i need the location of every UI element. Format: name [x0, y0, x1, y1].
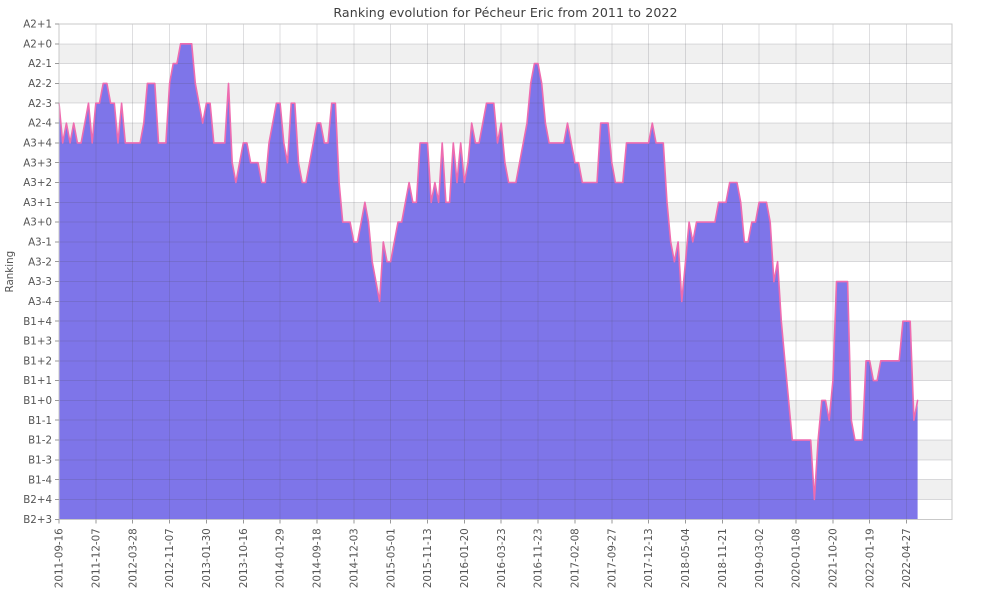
x-tick-label: 2021-10-20 [827, 528, 839, 588]
y-tick-label: B2+3 [23, 514, 52, 526]
x-tick-label: 2013-01-30 [201, 528, 213, 588]
x-tick-label: 2012-03-28 [127, 528, 139, 588]
y-tick-label: A3+0 [23, 217, 52, 229]
y-tick-label: A3+1 [23, 197, 52, 209]
x-tick-label: 2015-05-01 [385, 528, 397, 588]
x-tick-label: 2014-01-29 [275, 528, 287, 588]
x-tick-label: 2014-09-18 [312, 528, 324, 588]
y-tick-label: A3-3 [28, 276, 52, 288]
x-tick-label: 2016-03-23 [496, 528, 508, 588]
y-tick-label: A3+4 [23, 137, 52, 149]
x-tick-label: 2011-12-07 [90, 528, 102, 588]
x-tick-label: 2014-12-03 [348, 528, 360, 588]
x-tick-label: 2019-03-02 [754, 528, 766, 588]
y-tick-label: B1+4 [23, 316, 52, 328]
y-tick-label: B1-1 [28, 415, 52, 427]
x-tick-label: 2016-01-20 [459, 528, 471, 588]
y-tick-label: A3-1 [28, 237, 52, 249]
y-tick-label: A2-4 [28, 118, 52, 130]
series-line [58, 42, 919, 501]
y-axis-title: Ranking [4, 251, 16, 293]
y-tick-label: B1-3 [28, 454, 52, 466]
x-tick-label: 2017-02-08 [570, 528, 582, 588]
x-tick-label: 2013-10-16 [238, 528, 250, 588]
area-series [59, 43, 918, 520]
y-tick-label: B1+3 [23, 336, 52, 348]
y-tick-label: A2-3 [28, 98, 52, 110]
y-tick-label: A2-1 [28, 58, 52, 70]
y-tick-label: B2+4 [23, 494, 52, 506]
y-tick-label: A3-4 [28, 296, 52, 308]
y-tick-label: A3-2 [28, 256, 52, 268]
chart-title: Ranking evolution for Pécheur Eric from … [333, 5, 678, 20]
x-tick-label: 2022-04-27 [901, 528, 913, 588]
y-tick-label: B1+2 [23, 355, 52, 367]
x-tick-label: 2018-11-21 [717, 528, 729, 588]
y-tick-label: A3+3 [23, 157, 52, 169]
x-tick-label: 2018-05-04 [680, 528, 692, 588]
y-tick-label: B1+0 [23, 395, 52, 407]
x-tick-label: 2015-11-13 [422, 528, 434, 588]
plot-border [58, 23, 953, 520]
x-tick-label: 2022-01-19 [864, 528, 876, 588]
y-tick-label: B1+1 [23, 375, 52, 387]
y-tick-label: B1-2 [28, 435, 52, 447]
y-tick-label: A2+1 [23, 19, 52, 31]
x-tick-label: 2016-11-23 [533, 528, 545, 588]
x-tick-label: 2017-09-27 [606, 528, 618, 588]
y-tick-label: B1-4 [28, 474, 52, 486]
y-tick-label: A3+2 [23, 177, 52, 189]
y-tick-label: A2+0 [23, 38, 52, 50]
x-axis-labels: 2011-09-16 2011-12-07 2012-03-28 2012-11-07… [54, 519, 913, 588]
x-tick-label: 2020-01-08 [791, 528, 803, 588]
y-tick-label: A2-2 [28, 78, 52, 90]
x-tick-label: 2017-12-13 [643, 528, 655, 588]
x-tick-label: 2012-11-07 [164, 528, 176, 588]
y-axis-labels: A2+1 A2+0 A2-1 A2-2 A2-3 A2-4 A3+4 A3+3 A3+2 A3+1… [23, 19, 59, 526]
x-tick-label: 2011-09-16 [54, 528, 66, 588]
